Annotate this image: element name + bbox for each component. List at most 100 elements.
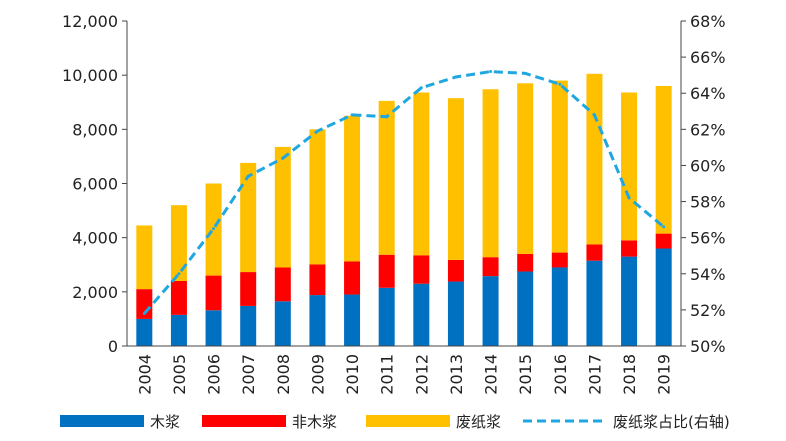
legend-label: 废纸浆 [456, 413, 501, 431]
bar-2017 [586, 244, 603, 261]
right-tick-label: 64% [690, 84, 726, 103]
left-y-axis: 0 2,000 4,000 6,000 8,000 10,000 12,000 [62, 12, 128, 356]
line-point-2019 [662, 225, 666, 229]
bar-2017 [586, 73, 603, 245]
x-tick-label: 2016 [551, 354, 570, 395]
legend: 木浆 非木浆 废纸浆 废纸浆占比(右轴) [60, 413, 730, 431]
line-point-2008 [281, 156, 285, 160]
bar-2013 [447, 259, 464, 282]
right-tick-label: 68% [690, 12, 726, 31]
bar-2010 [344, 261, 361, 295]
x-tick-label: 2017 [585, 354, 604, 395]
line-point-2011 [385, 115, 389, 119]
x-tick-label: 2004 [135, 354, 154, 395]
x-tick-label: 2005 [170, 354, 189, 395]
x-tick-label: 2008 [274, 354, 293, 395]
bar-2004 [136, 289, 153, 319]
bar-2011 [378, 254, 395, 288]
x-tick-label: 2007 [239, 354, 258, 395]
legend-label: 木浆 [150, 413, 180, 431]
x-tick-label: 2009 [308, 354, 327, 395]
bar-2007 [240, 305, 257, 346]
bar-2015 [517, 253, 534, 272]
right-tick-label: 50% [690, 337, 726, 356]
x-tick-label: 2018 [620, 354, 639, 395]
left-tick-label: 12,000 [62, 12, 118, 31]
x-tick-label: 2012 [412, 354, 431, 395]
left-tick-label: 0 [108, 337, 118, 356]
bar-2006 [205, 275, 222, 311]
bar-2019 [655, 86, 672, 234]
x-tick-label: 2019 [655, 354, 674, 395]
bar-2019 [655, 233, 672, 249]
left-tick-label: 10,000 [62, 66, 118, 85]
bar-2012 [413, 92, 430, 256]
line-series-group [142, 70, 666, 315]
bar-2016 [551, 267, 568, 346]
left-tick-label: 8,000 [72, 120, 118, 139]
line-point-2015 [523, 71, 527, 75]
bar-2005 [170, 205, 187, 281]
x-tick-label: 2014 [482, 354, 501, 395]
bar-2016 [551, 80, 568, 253]
line-point-2013 [454, 75, 458, 79]
right-tick-label: 62% [690, 120, 726, 139]
bar-2014 [482, 89, 499, 258]
x-tick-label: 2015 [516, 354, 535, 395]
bar-2013 [447, 281, 464, 346]
legend-swatch [202, 415, 286, 427]
legend-swatch [60, 415, 144, 427]
bar-2014 [482, 276, 499, 346]
bar-2005 [170, 281, 187, 315]
legend-swatch [366, 415, 450, 427]
bar-2007 [240, 272, 257, 306]
right-tick-label: 52% [690, 301, 726, 320]
bar-2007 [240, 162, 257, 273]
legend-label: 废纸浆占比(右轴) [613, 413, 730, 431]
x-axis: 2004 2005 2006 2007 2008 2009 2010 2011 2012 2013… [127, 345, 681, 395]
left-tick-label: 6,000 [72, 175, 118, 194]
bar-2017 [586, 260, 603, 346]
bar-2015 [517, 271, 534, 346]
right-tick-label: 56% [690, 229, 726, 248]
bar-2015 [517, 83, 534, 254]
bar-2019 [655, 248, 672, 346]
bar-2005 [170, 314, 187, 346]
bar-2018 [621, 256, 638, 346]
bar-2018 [621, 240, 638, 257]
right-tick-label: 60% [690, 156, 726, 175]
line-waste-paper-share [143, 70, 665, 315]
bar-series-group [136, 73, 672, 346]
bar-2009 [309, 295, 326, 346]
left-tick-label: 2,000 [72, 283, 118, 302]
bar-2013 [447, 98, 464, 260]
line-point-2014 [489, 70, 493, 74]
right-tick-label: 54% [690, 265, 726, 284]
bar-2016 [551, 252, 568, 268]
line-point-2006 [212, 227, 216, 231]
bar-2012 [413, 283, 430, 346]
legend-label: 非木浆 [292, 413, 337, 431]
bar-2008 [274, 267, 291, 302]
bar-2006 [205, 310, 222, 346]
right-tick-label: 58% [690, 193, 726, 212]
bar-2004 [136, 318, 153, 346]
bar-2012 [413, 255, 430, 284]
line-point-2007 [246, 174, 250, 178]
bar-2009 [309, 264, 326, 296]
x-tick-label: 2011 [378, 354, 397, 395]
bar-2011 [378, 287, 395, 346]
bar-2010 [344, 115, 361, 262]
x-tick-label: 2006 [205, 354, 224, 395]
line-point-2005 [177, 272, 181, 276]
bar-2011 [378, 100, 395, 255]
line-point-2004 [142, 312, 146, 315]
bar-2004 [136, 225, 153, 290]
line-point-2012 [419, 86, 423, 90]
x-tick-label: 2010 [343, 354, 362, 395]
right-y-axis: 50% 52% 54% 56% 58% 60% 62% 64% 66% 68% [680, 12, 726, 356]
line-point-2010 [350, 113, 354, 117]
bar-2018 [621, 92, 638, 241]
left-tick-label: 4,000 [72, 229, 118, 248]
